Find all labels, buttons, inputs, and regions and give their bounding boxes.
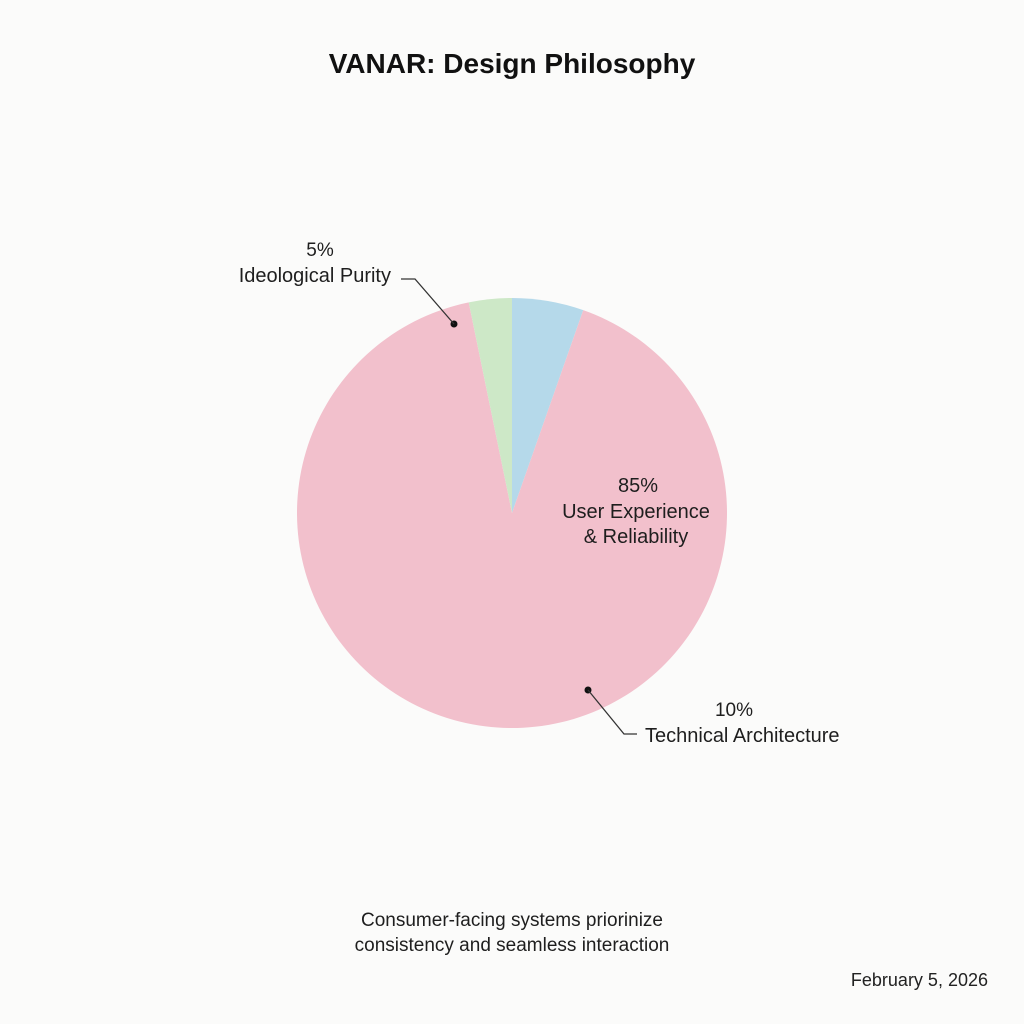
slice-label: & Reliability bbox=[584, 526, 688, 548]
slice-label: Technical Architecture bbox=[645, 725, 840, 747]
slice-value-label: 10% bbox=[715, 700, 753, 721]
caption-line-2: consistency and seamless interaction bbox=[354, 935, 670, 956]
callout-line bbox=[587, 689, 637, 735]
callout-line bbox=[401, 278, 455, 325]
pie-slice bbox=[468, 298, 512, 513]
slice-label: Ideological Purity bbox=[239, 265, 391, 287]
slice-label: User Experience bbox=[562, 501, 710, 523]
pie-slice bbox=[297, 302, 727, 728]
callout-lines bbox=[401, 278, 637, 735]
chart-caption: Consumer-facing systems priorinize consi… bbox=[0, 908, 1024, 958]
slice-value-label: 5% bbox=[306, 240, 334, 261]
slice-value-label: 85% bbox=[618, 475, 658, 497]
date-stamp: February 5, 2026 bbox=[850, 970, 988, 990]
chart-title: VANAR: Design Philosophy bbox=[328, 48, 696, 79]
slice-labels: 85% User Experience & Reliability 10% Techni… bbox=[239, 240, 840, 747]
pie-slices bbox=[297, 298, 727, 728]
pie-slice bbox=[512, 298, 584, 513]
caption-line-1: Consumer-facing systems priorinize bbox=[361, 910, 663, 931]
